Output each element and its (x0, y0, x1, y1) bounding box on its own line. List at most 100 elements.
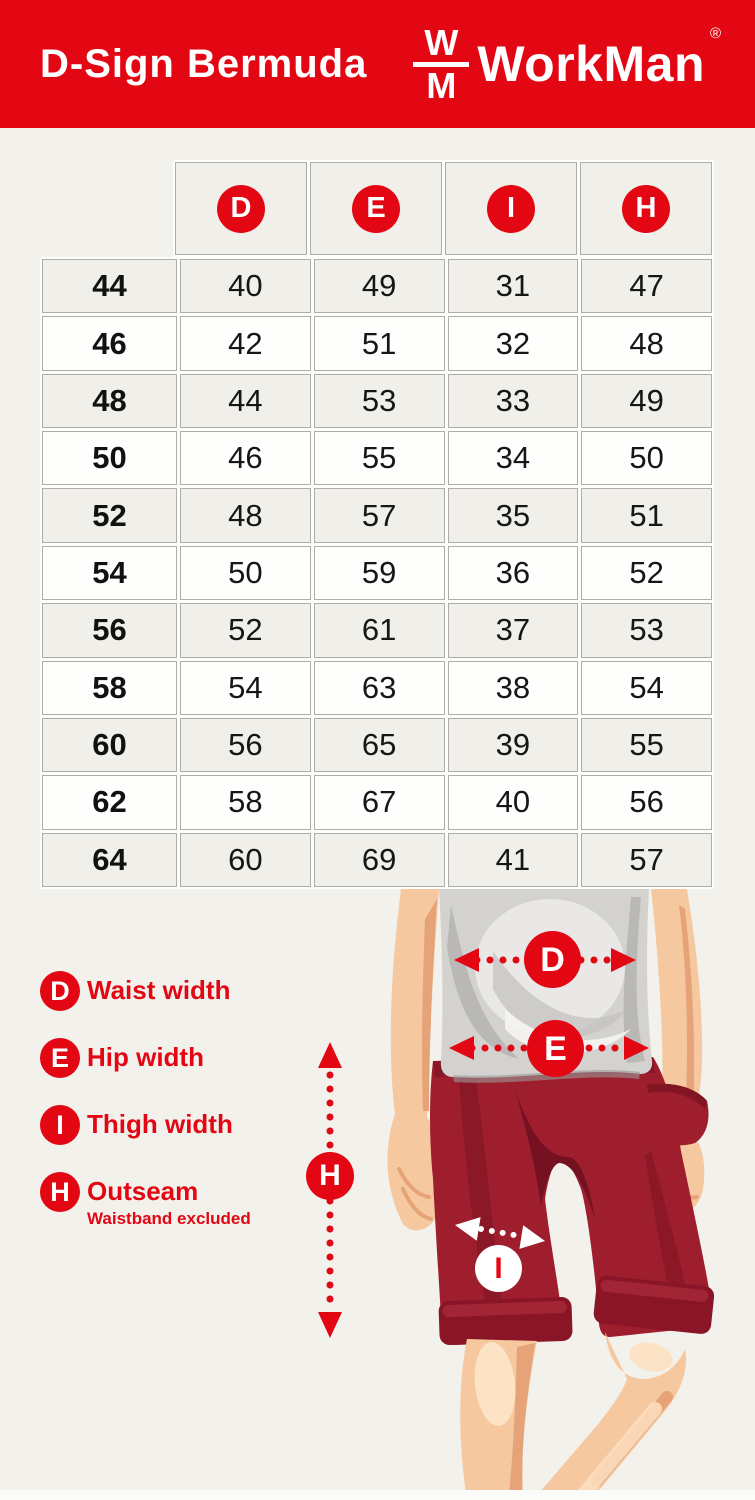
hip-marker-badge: E (527, 1020, 584, 1077)
page-title: D-Sign Bermuda (40, 41, 368, 86)
column-header-cell: I (445, 162, 577, 255)
thigh-marker-badge: I (475, 1245, 522, 1292)
value-cell: 49 (313, 259, 445, 314)
legend-text: Hip width (87, 1038, 204, 1072)
value-cell: 54 (180, 660, 311, 715)
value-cell: 53 (581, 603, 712, 658)
column-header-cell: D (175, 162, 307, 255)
legend-item: I Thigh width (40, 1105, 251, 1145)
brand-monogram-icon: W M (413, 21, 470, 106)
value-cell: 37 (447, 603, 579, 658)
monogram-divider (413, 61, 470, 67)
value-cell: 56 (180, 717, 311, 773)
value-cell: 35 (447, 488, 579, 543)
value-cell: 52 (581, 545, 712, 601)
column-badge: H (622, 184, 670, 233)
outseam-arrow-head-bottom (318, 1312, 342, 1338)
value-cell: 50 (180, 545, 311, 601)
value-cell: 42 (180, 316, 311, 371)
size-cell: 64 (42, 832, 177, 887)
value-cell: 58 (180, 775, 311, 830)
value-cell: 57 (581, 832, 712, 887)
legend-label: Hip width (87, 1042, 204, 1072)
value-cell: 63 (313, 660, 445, 715)
header: D-Sign Bermuda W M WorkMan ® (0, 0, 755, 128)
outseam-arrow-head-top (318, 1042, 342, 1068)
size-cell: 58 (42, 660, 177, 715)
size-cell: 46 (42, 316, 177, 371)
legend-item: H Outseam Waistband excluded (40, 1172, 251, 1229)
footer-strip (0, 1490, 755, 1500)
legend-item: E Hip width (40, 1038, 251, 1078)
outseam-marker-badge: H (306, 1152, 354, 1200)
value-cell: 39 (447, 717, 579, 773)
value-cell: 61 (313, 603, 445, 658)
value-cell: 36 (447, 545, 579, 601)
waist-marker-badge: D (524, 931, 581, 988)
legend-text: Outseam Waistband excluded (87, 1172, 251, 1229)
value-cell: 55 (581, 717, 712, 773)
value-cell: 40 (447, 775, 579, 830)
value-cell: 47 (581, 259, 712, 314)
column-badge: D (217, 184, 265, 233)
value-cell: 54 (581, 660, 712, 715)
value-cell: 46 (180, 431, 311, 486)
value-cell: 51 (313, 316, 445, 371)
legend: D Waist width E Hip width I Thigh width H Outse… (40, 971, 251, 1229)
value-cell: 34 (447, 431, 579, 486)
value-cell: 60 (180, 832, 311, 887)
value-cell: 55 (313, 431, 445, 486)
size-cell: 52 (42, 488, 177, 543)
monogram-w: W (424, 21, 459, 63)
value-cell: 65 (313, 717, 445, 773)
value-cell: 56 (581, 775, 712, 830)
value-cell: 48 (581, 316, 712, 371)
legend-label: Outseam (87, 1176, 199, 1206)
value-cell: 57 (313, 488, 445, 543)
value-cell: 32 (447, 316, 579, 371)
legend-text: Waist width (87, 971, 230, 1005)
value-cell: 59 (313, 545, 445, 601)
value-cell: 44 (180, 373, 311, 429)
size-cell: 44 (42, 259, 177, 314)
legend-text: Thigh width (87, 1105, 233, 1139)
value-cell: 38 (447, 660, 579, 715)
value-cell: 41 (447, 832, 579, 887)
column-badge: E (352, 184, 400, 233)
value-cell: 31 (447, 259, 579, 314)
brand-name: WorkMan (477, 36, 705, 92)
column-header-cell: E (310, 162, 442, 255)
size-cell: 62 (42, 775, 177, 830)
size-cell: 54 (42, 545, 177, 601)
legend-badge: I (40, 1105, 80, 1145)
legend-item: D Waist width (40, 971, 251, 1011)
legend-badge: D (40, 971, 80, 1011)
legend-sublabel: Waistband excluded (87, 1208, 251, 1228)
column-header-cell: H (580, 162, 712, 255)
brand-logo: W M WorkMan ® (413, 21, 721, 106)
size-cell: 50 (42, 431, 177, 486)
legend-label: Waist width (87, 975, 231, 1005)
brand-name-wrap: WorkMan ® (477, 25, 721, 93)
legend-badge: E (40, 1038, 80, 1078)
value-cell: 51 (581, 488, 712, 543)
monogram-m: M (426, 64, 457, 106)
registered-mark: ® (709, 25, 721, 42)
value-cell: 52 (180, 603, 311, 658)
value-cell: 67 (313, 775, 445, 830)
size-cell: 56 (42, 603, 177, 658)
legend-label: Thigh width (87, 1109, 233, 1139)
size-cell: 48 (42, 373, 177, 429)
legend-badge: H (40, 1172, 80, 1212)
value-cell: 69 (313, 832, 445, 887)
column-badge: I (487, 184, 535, 233)
value-cell: 49 (581, 373, 712, 429)
value-cell: 53 (313, 373, 445, 429)
value-cell: 40 (180, 259, 311, 314)
size-cell: 60 (42, 717, 177, 773)
value-cell: 33 (447, 373, 579, 429)
value-cell: 48 (180, 488, 311, 543)
value-cell: 50 (581, 431, 712, 486)
